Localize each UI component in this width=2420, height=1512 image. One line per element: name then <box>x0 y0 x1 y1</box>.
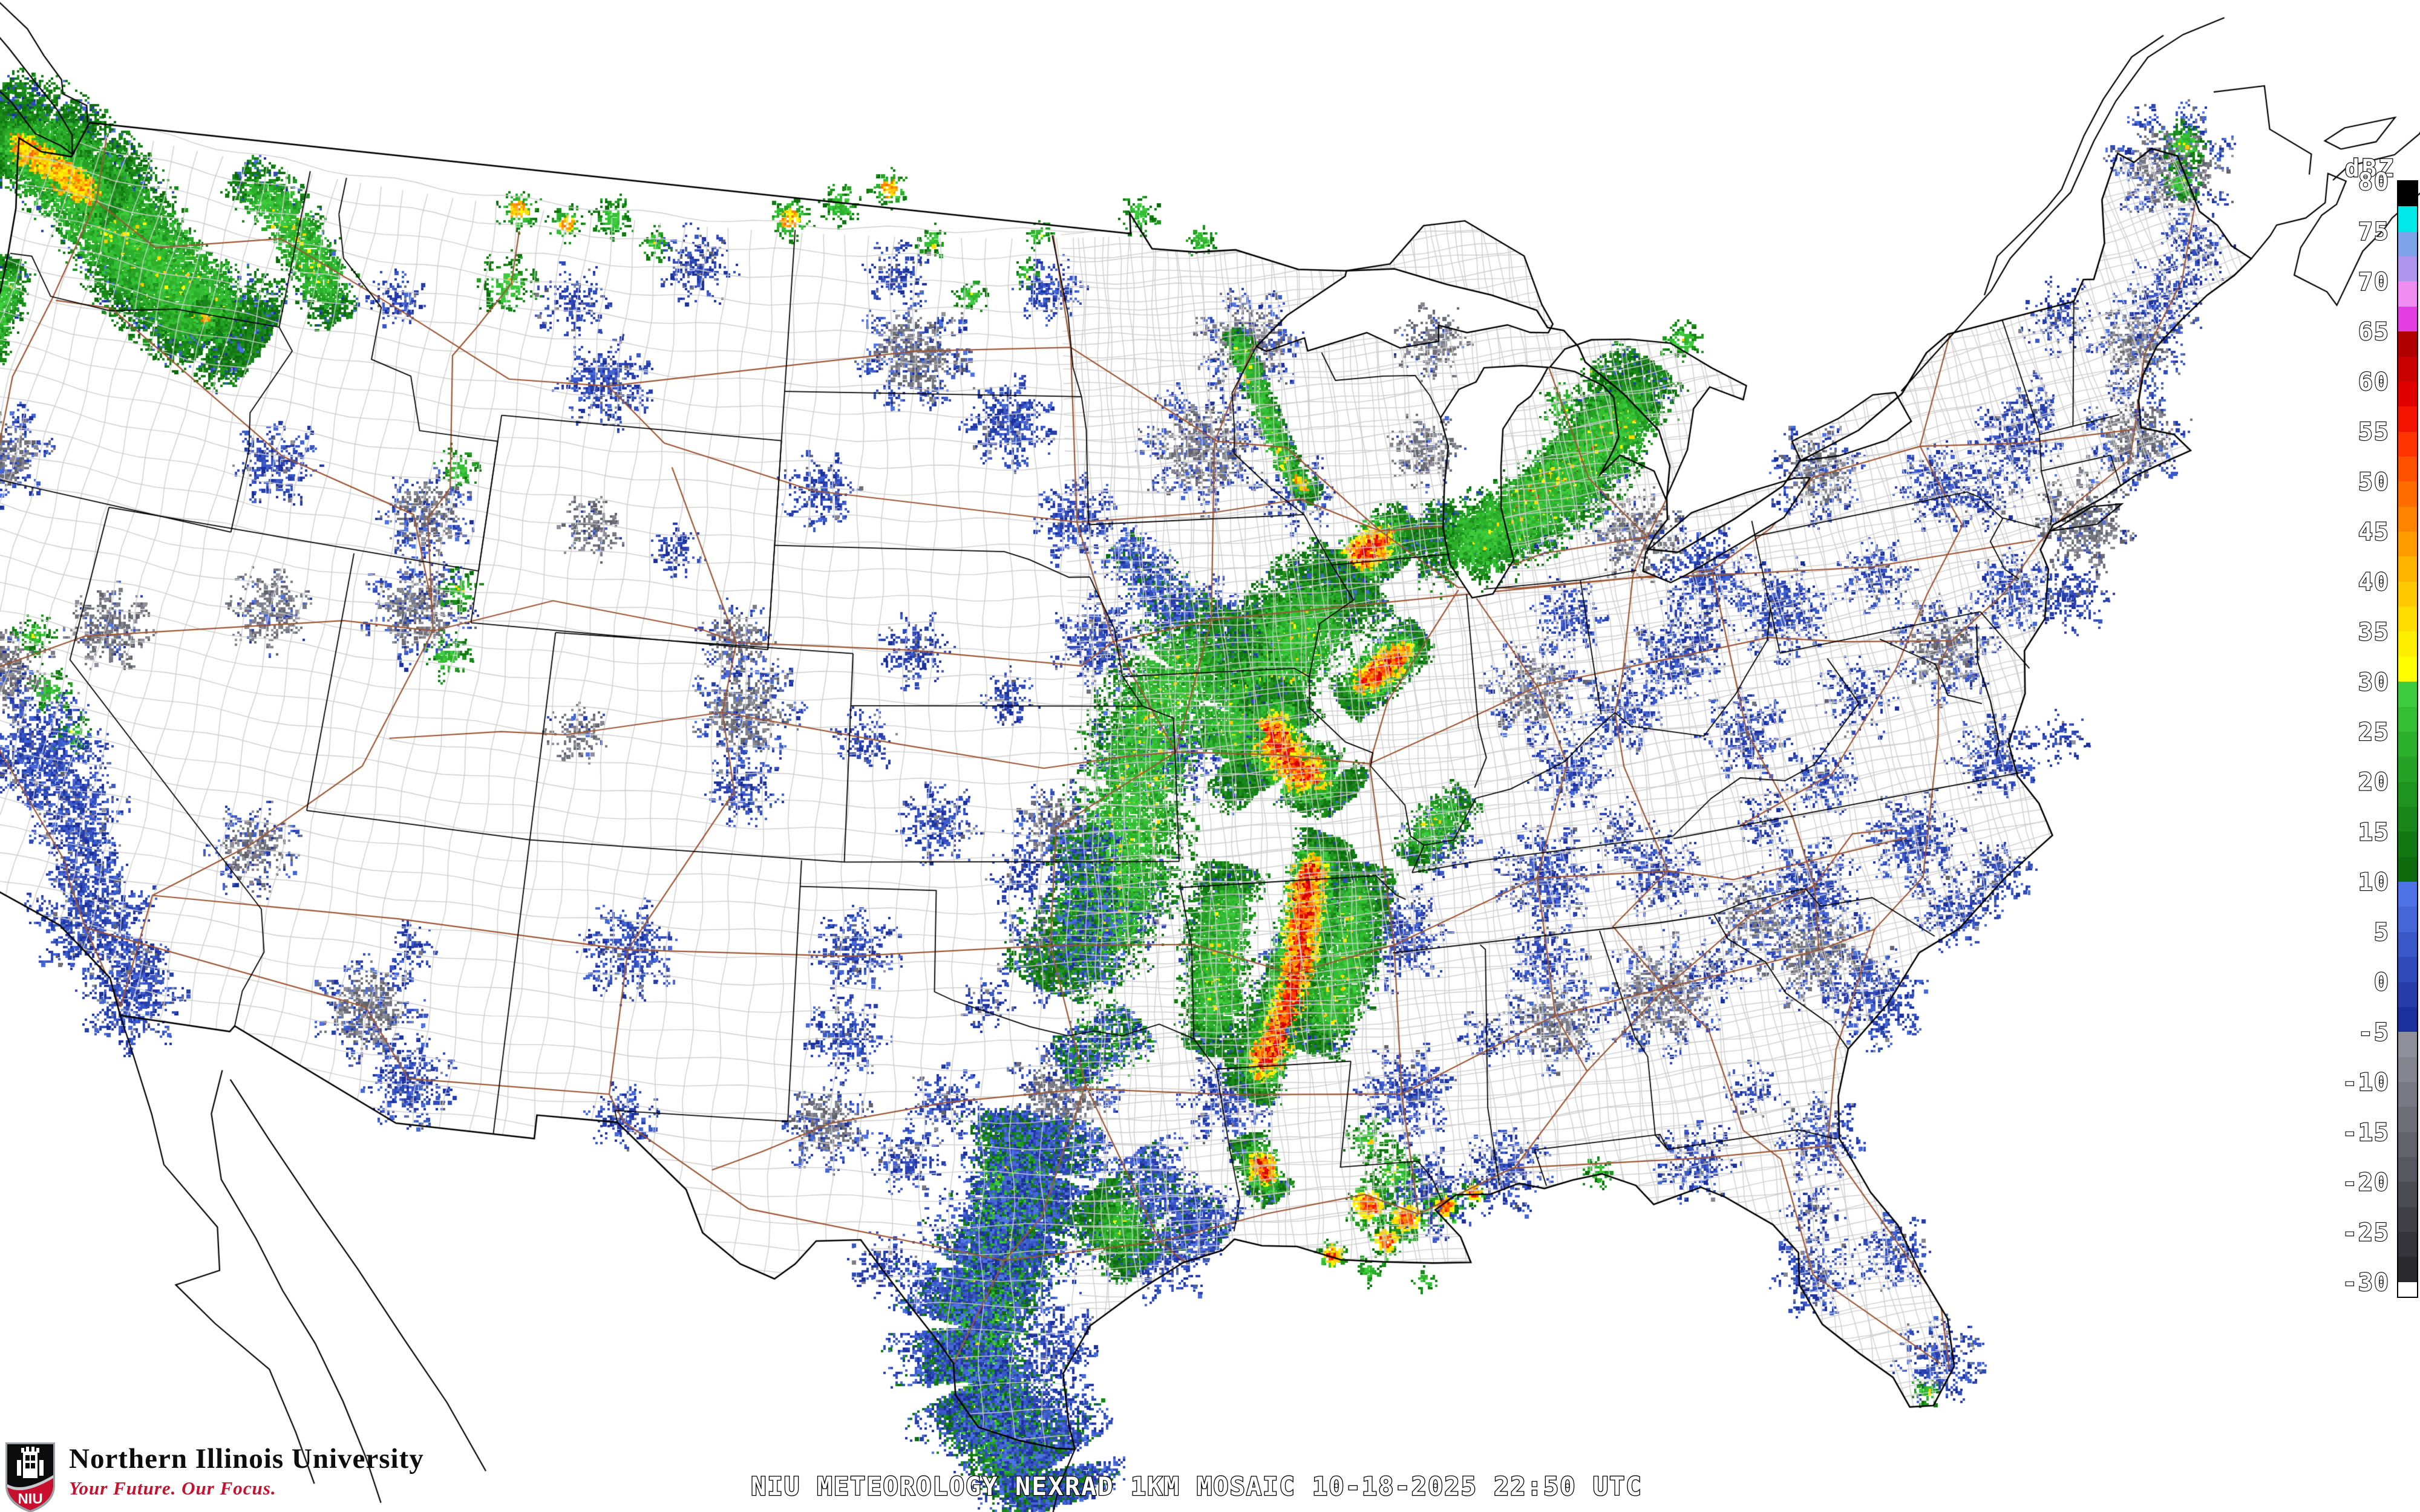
colorbar-segment <box>2398 1182 2417 1207</box>
colorbar-tick-label: 0 <box>2374 969 2390 997</box>
colorbar-tick-label: 70 <box>2358 268 2390 296</box>
colorbar-segment <box>2398 832 2417 857</box>
colorbar-tick-label: 15 <box>2358 818 2390 846</box>
colorbar-segment <box>2398 1081 2417 1107</box>
colorbar-tick-label: 75 <box>2358 218 2390 246</box>
niu-monogram: NIU <box>18 1491 42 1507</box>
colorbar-tick-label: 25 <box>2358 719 2390 746</box>
colorbar-tick-label: 10 <box>2358 868 2390 896</box>
colorbar-tick-label: 50 <box>2358 468 2390 496</box>
colorbar-segment <box>2398 607 2417 632</box>
colorbar-segment <box>2398 481 2417 507</box>
colorbar-segment <box>2398 281 2417 307</box>
colorbar-segment <box>2398 206 2417 232</box>
colorbar-segment <box>2398 456 2417 482</box>
colorbar-tick-labels: 80757065605550454035302520151050-5-10-15… <box>2342 168 2390 1297</box>
colorbar-segment <box>2398 1057 2417 1082</box>
colorbar-segment <box>2398 532 2417 557</box>
colorbar-segment <box>2398 1232 2417 1257</box>
colorbar-tick-label: -20 <box>2343 1169 2390 1197</box>
colorbar-tick-label: 35 <box>2358 619 2390 647</box>
niu-shield-icon: NIU <box>5 1442 55 1512</box>
colorbar-segment <box>2398 731 2417 757</box>
colorbar-tick-label: 40 <box>2358 569 2390 596</box>
colorbar-tick-label: 20 <box>2358 769 2390 797</box>
colorbar-segment <box>2398 506 2417 532</box>
colorbar-segment <box>2398 256 2417 282</box>
colorbar-tick-label: -10 <box>2343 1069 2390 1097</box>
colorbar-tick-label: -25 <box>2343 1219 2390 1246</box>
colorbar-unit-label: dBZ <box>2345 155 2396 183</box>
colorbar-tick-label: -5 <box>2358 1018 2390 1046</box>
colorbar-segment <box>2398 931 2417 957</box>
colorbar-segment <box>2398 356 2417 382</box>
colorbar-tick-label: -15 <box>2343 1119 2390 1147</box>
niu-logo: NIU Northern Illinois University Your Fu… <box>5 1442 424 1512</box>
niu-tagline: Your Future. Our Focus. <box>69 1478 276 1499</box>
colorbar-segment <box>2398 656 2417 682</box>
colorbar-segment <box>2398 181 2417 207</box>
colorbar-segment <box>2398 781 2417 807</box>
colorbar-segment <box>2398 406 2417 432</box>
colorbar-segment <box>2398 907 2417 932</box>
colorbar-segment <box>2398 1006 2417 1032</box>
colorbar-tick-label: -30 <box>2343 1269 2390 1297</box>
colorbar-segment <box>2398 306 2417 332</box>
colorbar-bottom-cap <box>2398 1282 2417 1297</box>
colorbar-tick-label: 45 <box>2358 518 2390 546</box>
colorbar <box>2397 180 2418 1298</box>
colorbar-segment <box>2398 856 2417 882</box>
colorbar-tick-label: 80 <box>2358 168 2390 196</box>
colorbar-segment <box>2398 331 2417 357</box>
colorbar-segment <box>2398 957 2417 982</box>
colorbar-segment <box>2398 1257 2417 1282</box>
product-caption: NIU METEOROLOGY NEXRAD 1KM MOSAIC 10-18-… <box>751 1471 1642 1501</box>
colorbar-segment <box>2398 581 2417 607</box>
colorbar-segment <box>2398 882 2417 907</box>
colorbar-segment <box>2398 1157 2417 1182</box>
colorbar-segment <box>2398 231 2417 257</box>
colorbar-tick-label: 5 <box>2374 919 2390 947</box>
colorbar-segment <box>2398 1132 2417 1158</box>
colorbar-tick-label: 60 <box>2358 368 2390 396</box>
colorbar-segment <box>2398 1207 2417 1233</box>
colorbar-tick-label: 65 <box>2358 318 2390 346</box>
colorbar-segment <box>2398 806 2417 832</box>
colorbar-segment <box>2398 757 2417 782</box>
colorbar-segment <box>2398 682 2417 707</box>
colorbar-segment <box>2398 706 2417 732</box>
niu-institution-name: Northern Illinois University <box>69 1443 424 1475</box>
colorbar-segment <box>2398 1107 2417 1132</box>
colorbar-segment <box>2398 631 2417 657</box>
niu-logo-text: Northern Illinois University Your Future… <box>69 1442 424 1499</box>
colorbar-tick-label: 55 <box>2358 419 2390 446</box>
colorbar-segment <box>2398 982 2417 1007</box>
colorbar-segment <box>2398 381 2417 407</box>
colorbar-segment <box>2398 1032 2417 1057</box>
colorbar-tick-label: 30 <box>2358 668 2390 696</box>
colorbar-segment <box>2398 431 2417 457</box>
colorbar-segment <box>2398 556 2417 582</box>
